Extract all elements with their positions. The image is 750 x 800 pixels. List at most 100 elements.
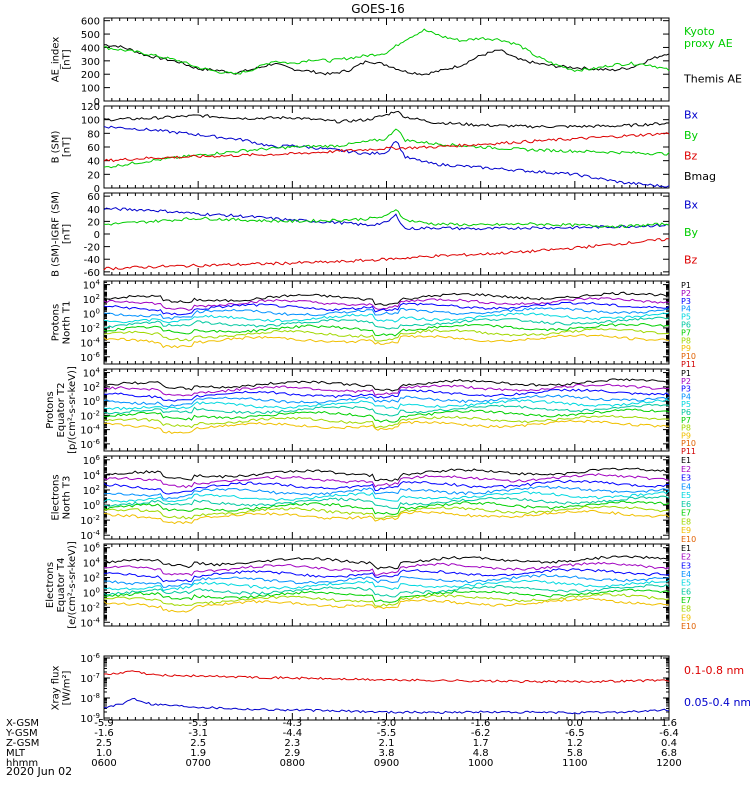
y-tick-label: 104	[83, 469, 101, 482]
channel-line-9	[103, 334, 670, 349]
y-tick-label: 100	[83, 395, 100, 408]
series-line-themis-ae	[104, 44, 670, 76]
channel-line-5	[103, 312, 670, 324]
legend-channel: P10	[681, 352, 696, 361]
legend-channel: P4	[681, 392, 691, 401]
channel-line-7	[103, 500, 670, 515]
legend-channel: E8	[681, 605, 691, 614]
x-axis-value: 4.8	[473, 748, 489, 759]
channel-line-7	[103, 408, 670, 423]
x-axis-value: 1100	[562, 758, 587, 769]
y-tick-label: 106	[83, 454, 101, 467]
series-line-bz	[103, 132, 670, 163]
x-axis-value: 2.5	[190, 738, 206, 749]
y-tick-label: 102	[83, 381, 100, 394]
legend-channel: P9	[681, 344, 691, 353]
channel-line-4	[103, 394, 670, 408]
y-tick-label: 600	[81, 17, 100, 28]
y-tick-label: 300	[81, 57, 100, 68]
x-axis-value: -3.0	[377, 718, 397, 729]
legend-entry: proxy AE	[684, 37, 733, 50]
y-tick-label: 500	[81, 30, 100, 41]
x-axis-value: -6.5	[565, 728, 585, 739]
x-axis-value: -6.2	[471, 728, 491, 739]
channel-line-9	[103, 597, 670, 613]
legend-channel: P4	[681, 305, 691, 314]
x-axis-value: 1200	[656, 758, 681, 769]
channel-line-6	[103, 495, 670, 510]
y-tick-label: 100	[83, 307, 100, 320]
y-tick-label: 100	[81, 84, 100, 95]
y-tick-label: 10-4	[80, 529, 100, 542]
channel-line-7	[103, 322, 670, 337]
y-tick-label: 40	[87, 157, 100, 168]
date-label: 2020 Jun 02	[6, 765, 72, 778]
y-tick-label: 10-2	[80, 322, 100, 335]
legend-entry: 0.05-0.4 nm	[684, 696, 750, 709]
x-axis-value: 0600	[91, 758, 116, 769]
legend-channel: E4	[681, 570, 691, 579]
series-line-bz	[103, 238, 670, 271]
y-axis-label: AE_index	[51, 37, 62, 83]
channel-line-6	[103, 316, 670, 330]
y-tick-label: 400	[81, 43, 100, 54]
x-axis-table: X-GSM -5.9 -5.3 -4.3 -3.0 -1.6 0.0 1.6 Y-GSM -1.6…	[5, 718, 682, 769]
y-tick-label: 106	[83, 542, 101, 555]
channel-line-7	[103, 588, 670, 603]
legend-channel: E4	[681, 482, 691, 491]
x-axis-row-label: Z-GSM	[6, 738, 39, 749]
panel-frame-protons_t1	[103, 280, 670, 365]
series-line-bx	[103, 125, 670, 188]
channel-line-5	[103, 490, 670, 503]
x-axis-value: 0800	[280, 758, 305, 769]
y-tick-label: 10-2	[80, 409, 100, 422]
legend-entry: Kyoto	[684, 25, 715, 38]
y-tick-label: 120	[81, 102, 100, 113]
legend-channel: P10	[681, 439, 696, 448]
y-tick-label: 10-8	[80, 692, 100, 705]
legend-channel: P5	[681, 313, 691, 322]
channel-line-3	[103, 388, 670, 402]
x-axis-row-label: hhmm	[6, 758, 38, 769]
legend-entry: Bx	[684, 199, 699, 212]
y-tick-label: 40	[87, 205, 100, 216]
y-axis-label: B (SM)-IGRF (SM)	[51, 191, 62, 277]
y-tick-label: 104	[83, 279, 101, 292]
x-axis-value: -6.4	[659, 728, 679, 739]
y-axis-label: Xray flux	[51, 666, 62, 711]
channel-line-4	[103, 485, 670, 500]
legend-channel: E7	[681, 509, 691, 518]
legend-channel: P3	[681, 297, 691, 306]
x-axis-value: 1000	[468, 758, 493, 769]
legend-channel: E2	[681, 553, 691, 562]
legend-entry: 0.1-0.8 nm	[684, 664, 744, 677]
legend-entry: Bmag	[684, 170, 716, 183]
y-tick-label: 102	[83, 293, 100, 306]
channel-line-2	[103, 561, 670, 577]
legend-channel: P11	[681, 360, 696, 369]
legend-channel: P7	[681, 328, 691, 337]
channel-line-1	[103, 555, 670, 570]
x-axis-value: -5.9	[94, 718, 114, 729]
y-tick-label: -40	[84, 255, 100, 266]
legend-channel: E1	[681, 456, 691, 465]
legend-channel: E6	[681, 587, 691, 596]
y-tick-label: 10-4	[80, 616, 100, 629]
y-tick-label: 10-2	[80, 601, 100, 614]
x-axis-value: 1.2	[567, 738, 583, 749]
channel-line-8	[103, 505, 670, 520]
legend-channel: P8	[681, 336, 691, 345]
y-axis-label: [p/(cm²-s-sr-keV)]	[67, 366, 78, 454]
legend-entry: Bx	[684, 108, 699, 121]
y-tick-label: 10-7	[80, 672, 100, 685]
legend-channel: E8	[681, 517, 691, 526]
y-axis-label: [nT]	[62, 49, 73, 69]
channel-line-1	[103, 378, 670, 392]
x-axis-value: -3.1	[188, 728, 208, 739]
channel-line-6	[103, 584, 670, 598]
y-axis-label: B (SM)	[51, 130, 62, 163]
channel-line-9	[103, 509, 670, 525]
channel-line-3	[103, 568, 670, 583]
